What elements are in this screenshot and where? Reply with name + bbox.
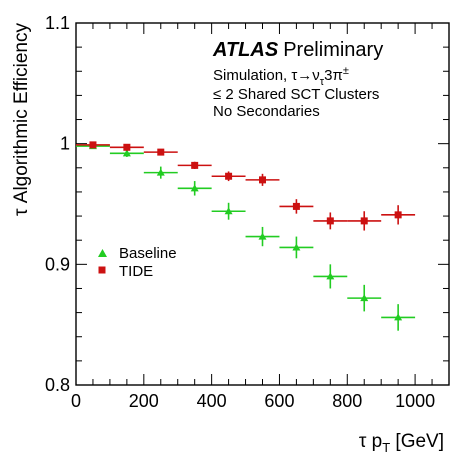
x-axis-label: τ pT [GeV]: [359, 431, 444, 455]
x-tick-label: 200: [129, 391, 159, 411]
x-tick-label: 0: [71, 391, 81, 411]
tide-point: [225, 172, 233, 180]
baseline-point: [190, 184, 199, 192]
baseline-point: [156, 168, 165, 176]
baseline-point: [224, 207, 233, 215]
tide-point: [292, 202, 300, 210]
atlas-label: ATLAS Preliminary: [212, 39, 383, 61]
tide-point: [123, 143, 131, 151]
annotation-simulation: Simulation, τ→ντ3π±: [213, 65, 349, 88]
axis-ticks: [75, 22, 450, 386]
x-tick-label: 800: [332, 391, 362, 411]
baseline-point: [258, 232, 267, 240]
tide-point: [259, 176, 266, 184]
annotation-shared-clusters: ≤ 2 Shared SCT Clusters: [213, 86, 379, 103]
data-marks: [76, 141, 416, 331]
atlas-status: Preliminary: [283, 39, 383, 61]
legend-baseline-label: Baseline: [119, 245, 177, 262]
baseline-point: [360, 294, 369, 302]
x-axis-label-sub: T: [382, 440, 390, 455]
annotation-3pi: 3π: [324, 67, 343, 84]
legend-tide-marker: [98, 266, 106, 274]
y-tick-label: 1: [60, 134, 70, 154]
series-tide: [76, 141, 416, 231]
y-axis-label: τ Algorithmic Efficiency: [11, 23, 32, 216]
atlas-experiment: ATLAS: [212, 39, 279, 61]
x-axis-label-unit: [GeV]: [390, 431, 444, 452]
y-tick-label: 0.9: [45, 254, 70, 274]
legend-tide-label: TIDE: [119, 263, 153, 280]
x-tick-label: 600: [264, 391, 294, 411]
x-tick-label: 400: [197, 391, 227, 411]
x-axis-label-prefix: τ p: [359, 431, 382, 452]
tide-point: [394, 211, 402, 219]
y-tick-label: 0.8: [45, 375, 70, 395]
baseline-point: [326, 272, 335, 280]
axis-tick-labels: 0 200 400 600 800 1000 0.8 0.9 1 1.1: [45, 13, 435, 411]
legend: Baseline TIDE: [98, 245, 177, 280]
tide-point: [360, 217, 368, 225]
baseline-point: [122, 149, 131, 157]
tide-point: [191, 161, 199, 169]
tide-point: [157, 148, 165, 156]
baseline-point: [292, 243, 301, 251]
tide-point: [326, 217, 334, 225]
annotation-nu-sub: τ: [320, 76, 325, 88]
annotation-simulation-text: Simulation, τ→ν: [213, 67, 320, 84]
annotation-pm-sup: ±: [343, 65, 349, 77]
tide-point: [89, 141, 97, 149]
legend-baseline-marker: [98, 249, 107, 257]
y-tick-label: 1.1: [45, 13, 70, 33]
baseline-point: [394, 313, 403, 321]
x-tick-label: 1000: [395, 391, 435, 411]
annotation-no-secondaries: No Secondaries: [213, 103, 320, 120]
